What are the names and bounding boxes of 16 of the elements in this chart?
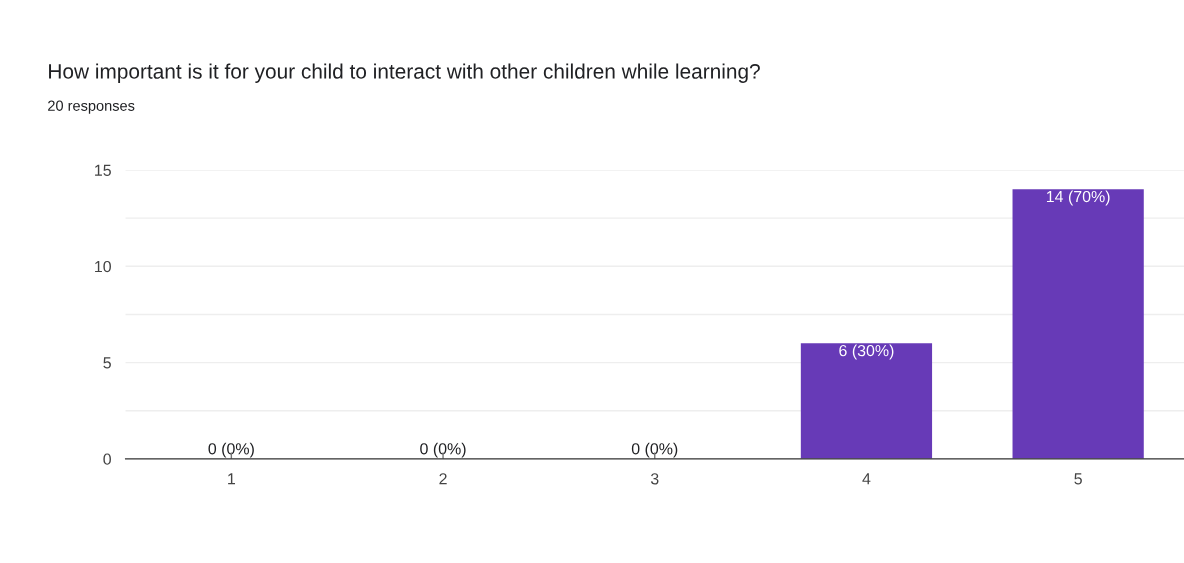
y-tick-label: 15 [95,164,111,176]
chart-subtitle: 20 responses [48,100,135,114]
y-tick-label: 5 [103,357,111,369]
data-label: 0 (0%) [631,442,678,458]
x-tick-label: 2 [439,473,447,485]
y-tick-label: 10 [95,260,111,273]
x-tick-label: 1 [228,473,236,485]
chart-title: How important is it for your child to interact with other children while learning? [49,63,760,83]
data-label: 0 (0%) [420,442,466,458]
data-label: 14 (70%) [1046,190,1110,206]
x-tick-label: 3 [650,473,659,485]
data-label: 0 (0%) [208,442,254,458]
data-label: 6 (30%) [839,344,894,360]
x-tick-label: 4 [862,473,871,485]
x-tick-label: 5 [1074,473,1082,485]
y-tick-label: 0 [103,453,111,465]
